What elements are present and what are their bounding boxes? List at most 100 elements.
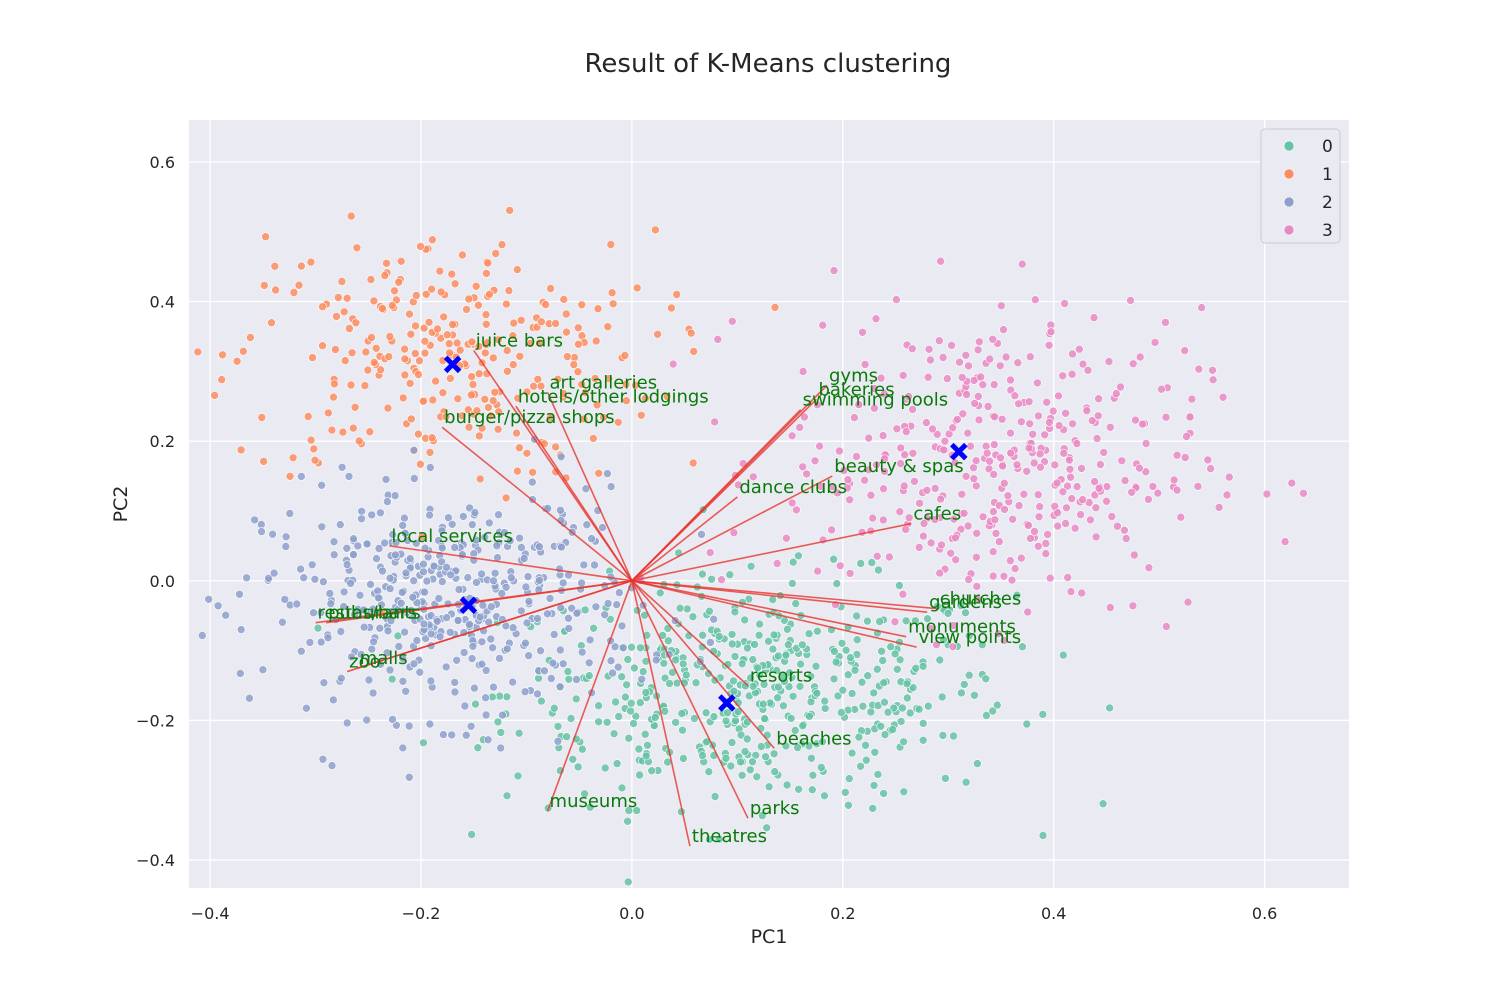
cluster-3-point — [833, 488, 842, 498]
cluster-3-point — [1262, 489, 1272, 499]
cluster-3-point — [1046, 327, 1056, 337]
cluster-0-point — [698, 751, 707, 760]
legend-marker — [1283, 168, 1295, 180]
cluster-3-point — [1138, 419, 1147, 429]
cluster-0-point — [935, 655, 945, 665]
cluster-1-point — [508, 331, 518, 341]
cluster-3-point — [989, 507, 998, 516]
cluster-0-point — [659, 658, 669, 668]
cluster-1-point — [448, 320, 457, 329]
cluster-1-point — [662, 392, 672, 401]
cluster-0-point — [869, 688, 879, 698]
cluster-2-point — [422, 576, 432, 586]
cluster-2-point — [419, 559, 428, 569]
cluster-1-point — [509, 318, 519, 328]
cluster-0-point — [709, 712, 719, 721]
cluster-2-point — [587, 534, 596, 543]
cluster-3-point — [973, 392, 983, 401]
cluster-0-point — [614, 712, 624, 721]
cluster-2-point — [278, 617, 287, 627]
cluster-0-point — [742, 734, 752, 744]
cluster-0-point — [746, 673, 755, 683]
cluster-0-point — [899, 787, 909, 797]
cluster-3-point — [852, 452, 861, 461]
cluster-0-point — [956, 601, 966, 610]
cluster-3-point — [1000, 505, 1009, 514]
cluster-0-point — [856, 559, 866, 568]
cluster-3-point — [1099, 448, 1108, 457]
cluster-3-point — [896, 459, 905, 468]
cluster-3-point — [946, 548, 956, 558]
cluster-3-point — [949, 514, 959, 524]
cluster-0-point — [584, 671, 594, 680]
cluster-3-point — [973, 594, 983, 604]
cluster-1-point — [464, 422, 474, 432]
cluster-1-point — [441, 412, 451, 422]
cluster-0-point — [806, 671, 816, 681]
legend-label: 1 — [1322, 165, 1333, 185]
cluster-0-point — [624, 733, 634, 743]
cluster-3-point — [1061, 408, 1070, 418]
cluster-0-point — [623, 877, 633, 887]
cluster-0-point — [863, 616, 872, 626]
cluster-2-point — [548, 658, 558, 668]
cluster-3-point — [949, 621, 958, 630]
cluster-0-point — [939, 635, 948, 645]
cluster-3-point — [1063, 481, 1072, 491]
cluster-0-point — [774, 682, 783, 692]
cluster-3-point — [879, 389, 889, 399]
cluster-3-point — [1068, 419, 1077, 429]
cluster-3-point — [872, 551, 882, 561]
cluster-2-point — [614, 588, 624, 597]
cluster-3-point — [908, 405, 917, 414]
cluster-1-point — [210, 391, 219, 400]
cluster-3-point — [974, 337, 984, 347]
cluster-2-point — [489, 682, 498, 692]
cluster-2-point — [281, 542, 291, 551]
cluster-3-point — [990, 412, 999, 422]
cluster-0-point — [820, 704, 830, 713]
cluster-1-point — [394, 277, 404, 287]
cluster-0-point — [964, 670, 974, 680]
cluster-3-point — [972, 528, 982, 538]
cluster-1-point — [551, 319, 560, 328]
cluster-0-point — [856, 761, 865, 771]
cluster-2-point — [419, 619, 429, 629]
cluster-0-point — [761, 752, 770, 762]
cluster-3-point — [1013, 358, 1023, 368]
cluster-2-point — [367, 510, 377, 520]
cluster-3-point — [958, 409, 968, 419]
cluster-2-point — [637, 674, 647, 684]
cluster-1-point — [425, 448, 435, 457]
cluster-0-point — [677, 709, 687, 718]
cluster-0-point — [844, 774, 854, 783]
cluster-2-point — [582, 520, 592, 530]
cluster-2-point — [292, 599, 302, 609]
cluster-2-point — [337, 462, 347, 472]
cluster-3-point — [1058, 487, 1068, 497]
cluster-0-point — [632, 806, 642, 815]
cluster-2-point — [458, 512, 468, 521]
cluster-2-point — [236, 669, 245, 678]
cluster-0-point — [861, 755, 871, 765]
cluster-1-point — [346, 380, 356, 390]
cluster-3-point — [1045, 573, 1055, 583]
cluster-1-point — [345, 324, 354, 333]
cluster-1-point — [482, 269, 491, 278]
cluster-2-point — [546, 674, 556, 683]
cluster-3-point — [1078, 495, 1087, 504]
cluster-2-point — [415, 667, 425, 677]
cluster-3-point — [1075, 344, 1084, 354]
cluster-3-point — [879, 484, 888, 494]
cluster-3-point — [922, 485, 932, 495]
cluster-1-point — [363, 365, 373, 375]
cluster-3-point — [1010, 391, 1020, 401]
centroid-marker — [718, 694, 736, 712]
cluster-3-point — [991, 529, 1001, 538]
cluster-0-point — [617, 672, 627, 682]
cluster-0-point — [895, 581, 904, 590]
cluster-3-point — [1060, 299, 1069, 308]
cluster-1-point — [467, 337, 477, 347]
cluster-3-point — [914, 543, 924, 552]
cluster-0-point — [502, 692, 512, 702]
